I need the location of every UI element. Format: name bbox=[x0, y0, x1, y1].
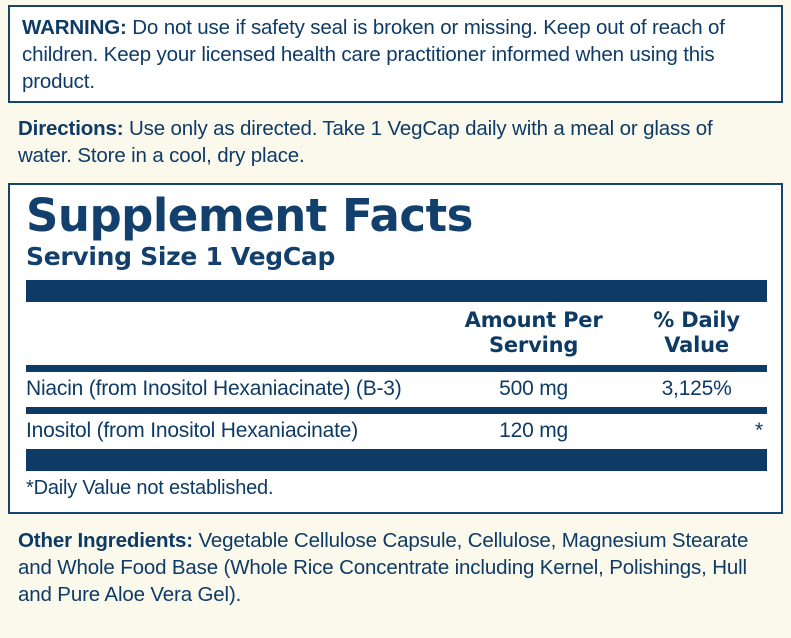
warning-panel: WARNING: Do not use if safety seal is br… bbox=[8, 5, 783, 103]
supplement-facts-title: Supplement Facts bbox=[26, 189, 473, 242]
row-niacin-daily-value: 3,125% bbox=[661, 377, 732, 400]
table-header-row: Amount Per Serving % Daily Value bbox=[26, 302, 767, 365]
warning-body: Do not use if safety seal is broken or m… bbox=[22, 16, 725, 93]
other-ingredients-label: Other Ingredients: bbox=[18, 529, 193, 552]
warning-label: WARNING: bbox=[22, 16, 127, 39]
warning-text: WARNING: Do not use if safety seal is br… bbox=[22, 14, 771, 95]
serving-size: Serving Size 1 VegCap bbox=[26, 242, 336, 271]
supplement-facts-table: Amount Per Serving % Daily Value bbox=[26, 302, 767, 365]
header-amount-per-serving: Amount Per Serving bbox=[464, 308, 603, 357]
directions-text: Directions: Use only as directed. Take 1… bbox=[18, 115, 771, 169]
row-niacin-name: Niacin (from Inositol Hexaniacinate) (B-… bbox=[26, 377, 402, 400]
directions-label: Directions: bbox=[18, 117, 124, 140]
table-top-rule bbox=[26, 280, 767, 302]
header-percent-daily-value: % Daily Value bbox=[653, 308, 740, 357]
table-row: Niacin (from Inositol Hexaniacinate) (B-… bbox=[26, 372, 767, 407]
header-nutrient bbox=[26, 302, 441, 365]
supplement-facts-row-niacin-table: Niacin (from Inositol Hexaniacinate) (B-… bbox=[26, 372, 767, 407]
other-ingredients-text: Other Ingredients: Vegetable Cellulose C… bbox=[18, 527, 769, 608]
supplement-facts-row-inositol-table: Inositol (from Inositol Hexaniacinate) 1… bbox=[26, 414, 767, 449]
row-niacin-amount: 500 mg bbox=[499, 377, 568, 400]
supplement-label-page: WARNING: Do not use if safety seal is br… bbox=[0, 5, 791, 638]
other-ingredients-section: Other Ingredients: Vegetable Cellulose C… bbox=[18, 527, 783, 608]
table-row: Inositol (from Inositol Hexaniacinate) 1… bbox=[26, 414, 767, 449]
table-bottom-rule bbox=[26, 449, 767, 471]
directions-section: Directions: Use only as directed. Take 1… bbox=[18, 115, 783, 169]
supplement-facts-panel: Supplement Facts Serving Size 1 VegCap A… bbox=[8, 183, 783, 514]
directions-body: Use only as directed. Take 1 VegCap dail… bbox=[18, 117, 713, 167]
header-bottom-rule bbox=[26, 365, 767, 372]
row-inositol-name: Inositol (from Inositol Hexaniacinate) bbox=[26, 419, 359, 442]
row-inositol-amount: 120 mg bbox=[499, 419, 568, 442]
other-ingredients-body: Vegetable Cellulose Capsule, Cellulose, … bbox=[18, 529, 749, 606]
row-inositol-daily-value: * bbox=[755, 419, 763, 442]
daily-value-footnote: *Daily Value not established. bbox=[26, 477, 274, 499]
row-separator-rule bbox=[26, 407, 767, 414]
